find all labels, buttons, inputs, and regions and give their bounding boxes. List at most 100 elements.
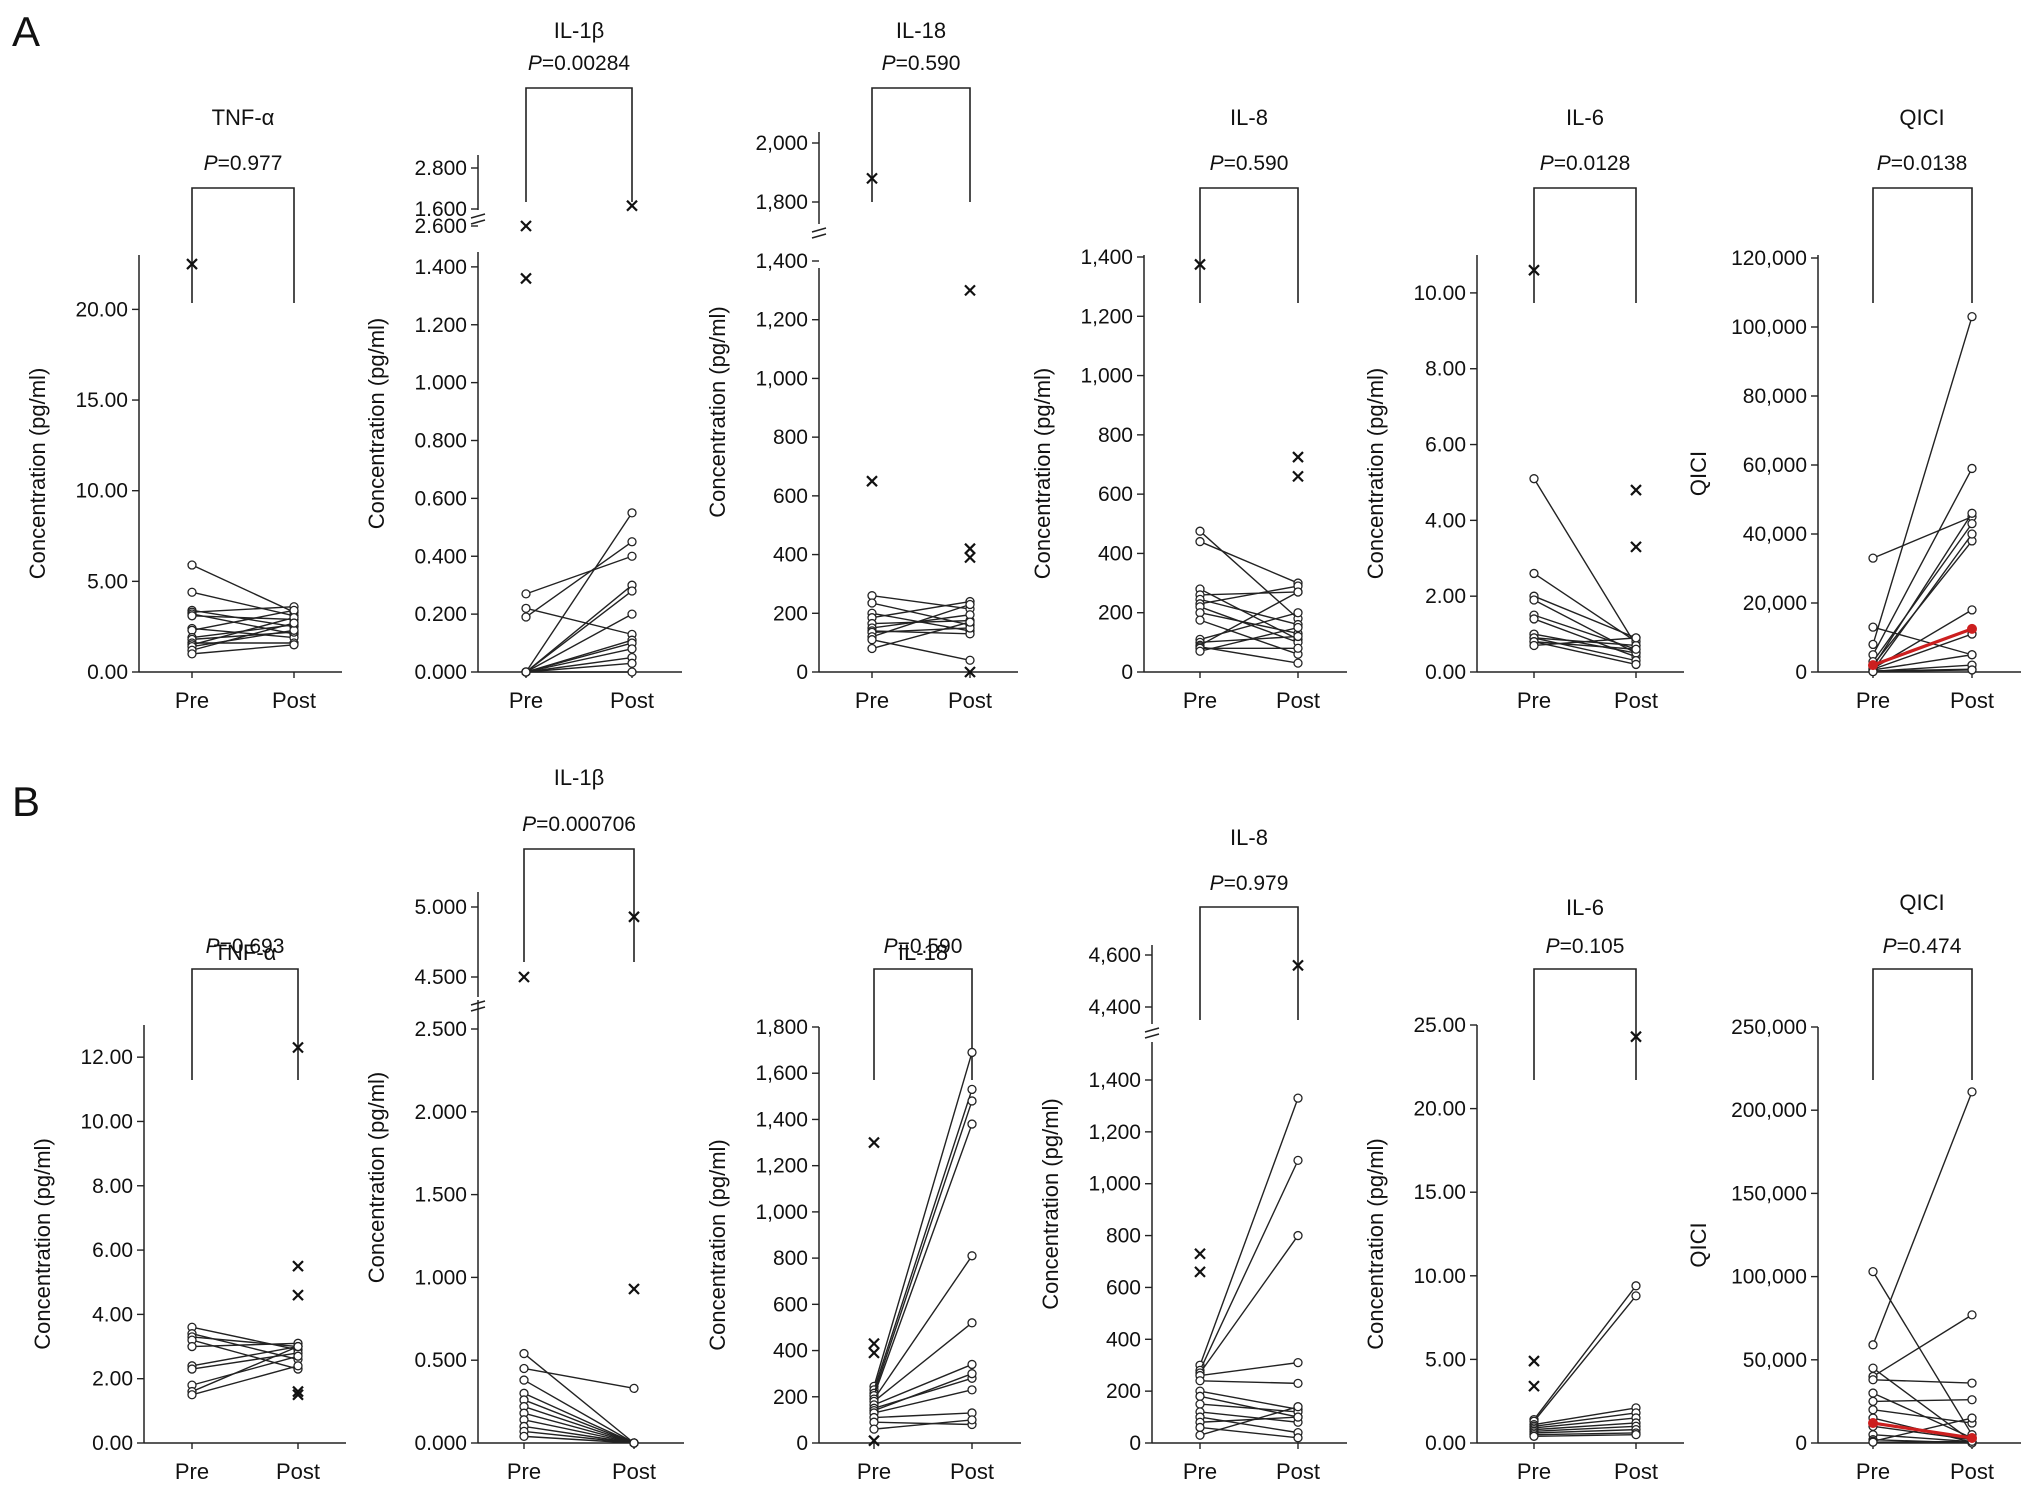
y-tick-label: 0.600 xyxy=(414,487,467,510)
data-point-post xyxy=(1967,1087,1977,1097)
data-point-post xyxy=(967,1119,977,1129)
y-tick-label: 0.00 xyxy=(92,1432,133,1455)
chart-a-tnf-: TNF-α P=0.977 0.00 5.00 10.00 15.00 20.00 Pre Po… xyxy=(25,105,342,713)
data-point-pre xyxy=(1868,553,1878,563)
outlier-marker xyxy=(868,1337,880,1350)
significance-bracket xyxy=(1199,906,1299,1020)
paired-line xyxy=(1199,612,1299,641)
data-point-post xyxy=(1293,1357,1303,1368)
significance-bracket xyxy=(191,968,299,1080)
data-point-post xyxy=(1967,665,1977,675)
median-line xyxy=(1872,627,1973,667)
chart-title: IL-8 xyxy=(1230,825,1268,850)
x-tick-label: Post xyxy=(948,688,992,713)
chart-a-il-8: IL-8 P=0.590 0 200 400 600 800 1,000 1,200 1,400 P… xyxy=(1030,105,1347,713)
data-point-pre xyxy=(1868,1396,1878,1407)
outlier-marker xyxy=(186,258,198,270)
paired-line xyxy=(191,1326,299,1351)
paired-line xyxy=(525,662,633,673)
y-tick-label: 10.00 xyxy=(80,1110,133,1133)
paired-line xyxy=(523,1419,635,1444)
paired-line xyxy=(1533,1285,1637,1421)
paired-line xyxy=(1872,1409,1973,1424)
data-point-post xyxy=(1293,631,1303,642)
y-tick-label: 400 xyxy=(773,544,808,567)
outlier-marker xyxy=(1194,1266,1206,1278)
paired-line xyxy=(1199,588,1299,641)
paired-line xyxy=(871,619,971,625)
significance-bracket xyxy=(873,968,973,1080)
paired-line xyxy=(1199,1416,1299,1434)
y-tick-label: 250,000 xyxy=(1731,1016,1807,1039)
p-value: =0.0138 xyxy=(1891,152,1968,175)
data-point-pre xyxy=(1195,615,1205,625)
paired-line xyxy=(1872,516,1973,559)
y-tick-label: 600 xyxy=(773,485,808,508)
median-line xyxy=(1872,1421,1973,1440)
data-point-post xyxy=(1293,587,1303,597)
y-tick-label: 1,200 xyxy=(755,309,808,332)
paired-line xyxy=(525,607,633,636)
data-point-pre xyxy=(1529,595,1539,605)
paired-line xyxy=(525,642,633,673)
y-tick-label: 800 xyxy=(1106,1225,1141,1248)
x-tick-label: Post xyxy=(276,1459,320,1484)
paired-line xyxy=(191,627,295,639)
data-point-pre xyxy=(187,1390,197,1400)
paired-line xyxy=(1199,1380,1299,1385)
y-tick-label: 200,000 xyxy=(1731,1099,1807,1122)
outlier-marker xyxy=(1528,1355,1540,1367)
paired-line xyxy=(525,656,633,673)
y-tick-label: 400 xyxy=(1106,1328,1141,1351)
paired-line xyxy=(1872,626,1973,656)
paired-line xyxy=(191,609,295,628)
paired-line xyxy=(1872,1399,1973,1403)
significance-bracket xyxy=(523,848,635,962)
y-tick-label: 1,200 xyxy=(1080,305,1133,328)
data-point-post xyxy=(293,1341,303,1352)
p-symbol: P xyxy=(204,152,218,175)
y-tick-label: 4,600 xyxy=(1088,944,1141,967)
paired-line xyxy=(1533,1432,1637,1436)
y-tick-label: 1,000 xyxy=(755,367,808,390)
paired-line xyxy=(1533,637,1637,662)
outlier-marker xyxy=(1528,1380,1540,1392)
paired-line xyxy=(1533,1425,1637,1432)
y-tick-label: 10.00 xyxy=(1413,282,1466,305)
chart-title: IL-6 xyxy=(1566,105,1604,130)
y-tick-label: 0.00 xyxy=(1425,1432,1466,1455)
paired-line xyxy=(191,1345,299,1367)
outlier-marker xyxy=(868,1434,880,1447)
paired-line xyxy=(1533,1428,1637,1434)
y-tick-label: 1.400 xyxy=(414,256,467,279)
y-tick-label: 2.000 xyxy=(414,1101,467,1124)
outlier-marker xyxy=(964,542,976,555)
chart-a-qici: QICI P=0.0138 0 20,000 40,000 60,000 80,000 100… xyxy=(1686,105,2021,713)
y-tick-label: 5.000 xyxy=(414,896,467,919)
paired-line xyxy=(873,1089,973,1391)
y-tick-label: 1,200 xyxy=(1088,1121,1141,1144)
data-point-post xyxy=(293,1361,303,1371)
paired-line xyxy=(191,629,295,648)
axis-break-mark xyxy=(811,233,827,239)
chart-title: QICI xyxy=(1899,105,1944,130)
data-point-pre xyxy=(521,612,531,622)
data-point-pre xyxy=(519,1348,529,1359)
y-tick-label: 4,400 xyxy=(1088,996,1141,1019)
paired-line xyxy=(1199,1390,1299,1410)
outlier-marker xyxy=(292,1289,304,1301)
paired-line xyxy=(871,603,971,638)
paired-line xyxy=(873,1123,973,1396)
outlier-marker xyxy=(964,284,976,297)
paired-line xyxy=(1199,1426,1299,1439)
paired-line xyxy=(1199,646,1299,664)
y-tick-label: 0 xyxy=(796,1432,808,1455)
p-value: =0.000706 xyxy=(536,813,636,836)
y-tick-label: 6.00 xyxy=(1425,434,1466,457)
axis-break-mark xyxy=(811,227,827,233)
data-point-pre xyxy=(1868,1266,1878,1277)
y-tick-label: 40,000 xyxy=(1743,523,1807,546)
data-point-pre xyxy=(1195,526,1205,536)
paired-line xyxy=(1199,1097,1299,1366)
y-tick-label: 2.500 xyxy=(414,1018,467,1041)
